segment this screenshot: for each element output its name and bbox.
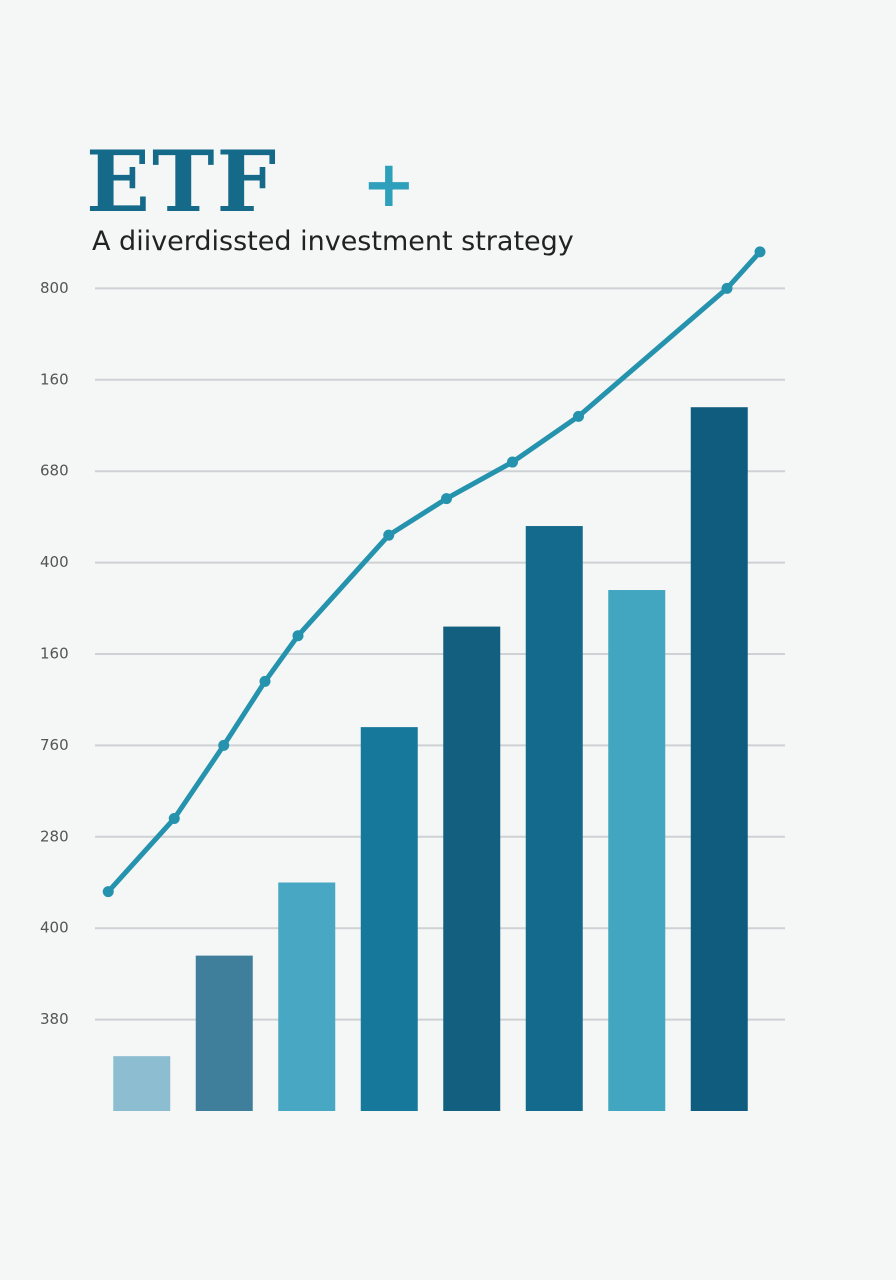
- chart-subtitle: A diiverdissted investment strategy: [92, 226, 574, 257]
- bar: [360, 727, 418, 1111]
- y-tick-label: 280: [40, 827, 69, 845]
- line-point: [259, 675, 271, 687]
- bar: [278, 882, 336, 1111]
- line-point: [721, 282, 733, 294]
- bar: [195, 955, 253, 1111]
- title-mark: +: [362, 148, 416, 222]
- bar: [113, 1056, 171, 1111]
- line-point: [383, 529, 395, 541]
- y-tick-label: 800: [40, 279, 69, 297]
- y-tick-label: 160: [40, 370, 69, 388]
- line-point: [102, 886, 114, 898]
- bar: [690, 407, 748, 1112]
- line-point: [292, 630, 304, 642]
- line-point: [754, 246, 766, 258]
- y-tick-label: 160: [40, 645, 69, 663]
- bar: [443, 626, 501, 1111]
- bar: [525, 526, 583, 1111]
- y-tick-label: 680: [40, 462, 69, 480]
- bar: [608, 590, 666, 1111]
- line-point: [218, 739, 230, 751]
- y-tick-label: 400: [40, 919, 69, 937]
- line-point: [507, 456, 518, 468]
- line-point: [441, 493, 452, 505]
- y-tick-label: 380: [40, 1010, 69, 1028]
- line-point: [168, 813, 180, 825]
- chart-title: ETF: [86, 132, 278, 231]
- y-tick-label: 760: [40, 736, 69, 754]
- y-tick-label: 400: [40, 553, 69, 571]
- line-point: [573, 410, 584, 422]
